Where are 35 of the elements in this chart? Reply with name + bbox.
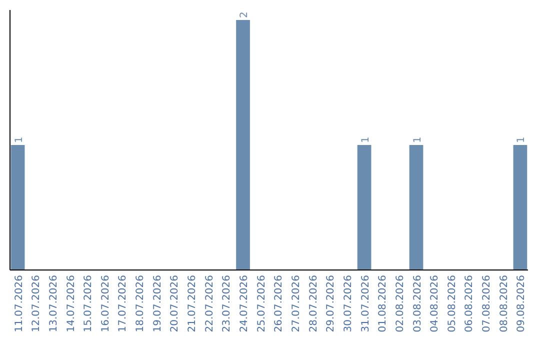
x-tick-label: 22.07.2026: [204, 275, 216, 332]
x-tick-label: 25.07.2026: [256, 275, 268, 332]
x-tick-label: 29.07.2026: [326, 275, 337, 332]
x-tick-label: 24.07.2026: [239, 275, 250, 332]
x-tick-label: 06.08.2026: [464, 275, 476, 332]
data-label: 1: [360, 136, 372, 143]
x-tick-label: 20.07.2026: [170, 275, 181, 332]
x-tick-label: 17.07.2026: [118, 275, 129, 332]
x-tick-label: 15.07.2026: [83, 275, 94, 332]
data-label: 1: [412, 136, 424, 143]
x-tick-label: 11.07.2026: [14, 275, 25, 332]
x-tick-label: 08.08.2026: [498, 275, 510, 332]
x-tick-label: 18.07.2026: [135, 275, 146, 332]
x-tick-label: 01.08.2026: [378, 275, 389, 332]
x-tick-label: 28.07.2026: [308, 275, 320, 332]
x-tick-label: 14.07.2026: [66, 275, 77, 332]
x-tick-label: 07.08.2026: [482, 275, 493, 332]
x-tick-label: 03.08.2026: [412, 275, 424, 332]
x-tick-label: 26.07.2026: [274, 275, 285, 332]
data-label: 1: [14, 136, 25, 143]
x-tick-label: 04.08.2026: [430, 275, 441, 332]
x-tick-label: 12.07.2026: [31, 275, 42, 332]
data-label: 2: [239, 12, 250, 18]
x-tick-label: 30.07.2026: [342, 275, 354, 332]
x-tick-label: 05.08.2026: [446, 275, 458, 332]
x-tick-label: 16.07.2026: [100, 275, 112, 332]
x-tick-label: 23.07.2026: [222, 275, 233, 332]
x-tick-label: 19.07.2026: [152, 275, 164, 332]
x-tick-label: 13.07.2026: [48, 275, 60, 332]
x-tick-label: 31.07.2026: [360, 275, 372, 332]
x-tick-label: 02.08.2026: [394, 275, 406, 332]
x-tick-label: 09.08.2026: [516, 275, 528, 332]
data-label: 1: [516, 136, 528, 143]
x-tick-label: 21.07.2026: [187, 275, 198, 332]
x-tick-label: 27.07.2026: [290, 275, 302, 332]
